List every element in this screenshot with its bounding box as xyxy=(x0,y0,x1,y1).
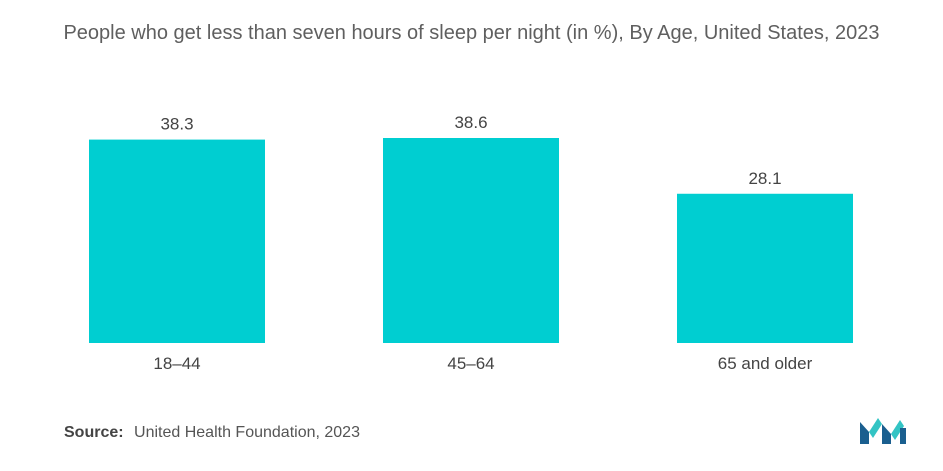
source-label: Source: xyxy=(64,424,124,441)
mordor-intelligence-logo-icon xyxy=(860,418,906,444)
category-label-1: 18–44 xyxy=(153,354,200,373)
value-label-3: 28.1 xyxy=(748,169,781,188)
bar-3 xyxy=(677,193,853,343)
category-label-3: 65 and older xyxy=(718,354,813,373)
value-label-1: 38.3 xyxy=(160,115,193,134)
source-note: Source: United Health Foundation, 2023 xyxy=(64,424,360,442)
value-label-2: 38.6 xyxy=(454,113,487,132)
bar-chart: 38.3 18–44 38.6 45–64 28.1 65 and older xyxy=(89,113,853,373)
chart-title: People who get less than seven hours of … xyxy=(63,22,880,44)
category-label-2: 45–64 xyxy=(447,354,494,373)
bar-2 xyxy=(383,138,559,343)
bar-1 xyxy=(89,139,265,343)
source-text: United Health Foundation, 2023 xyxy=(134,424,360,441)
